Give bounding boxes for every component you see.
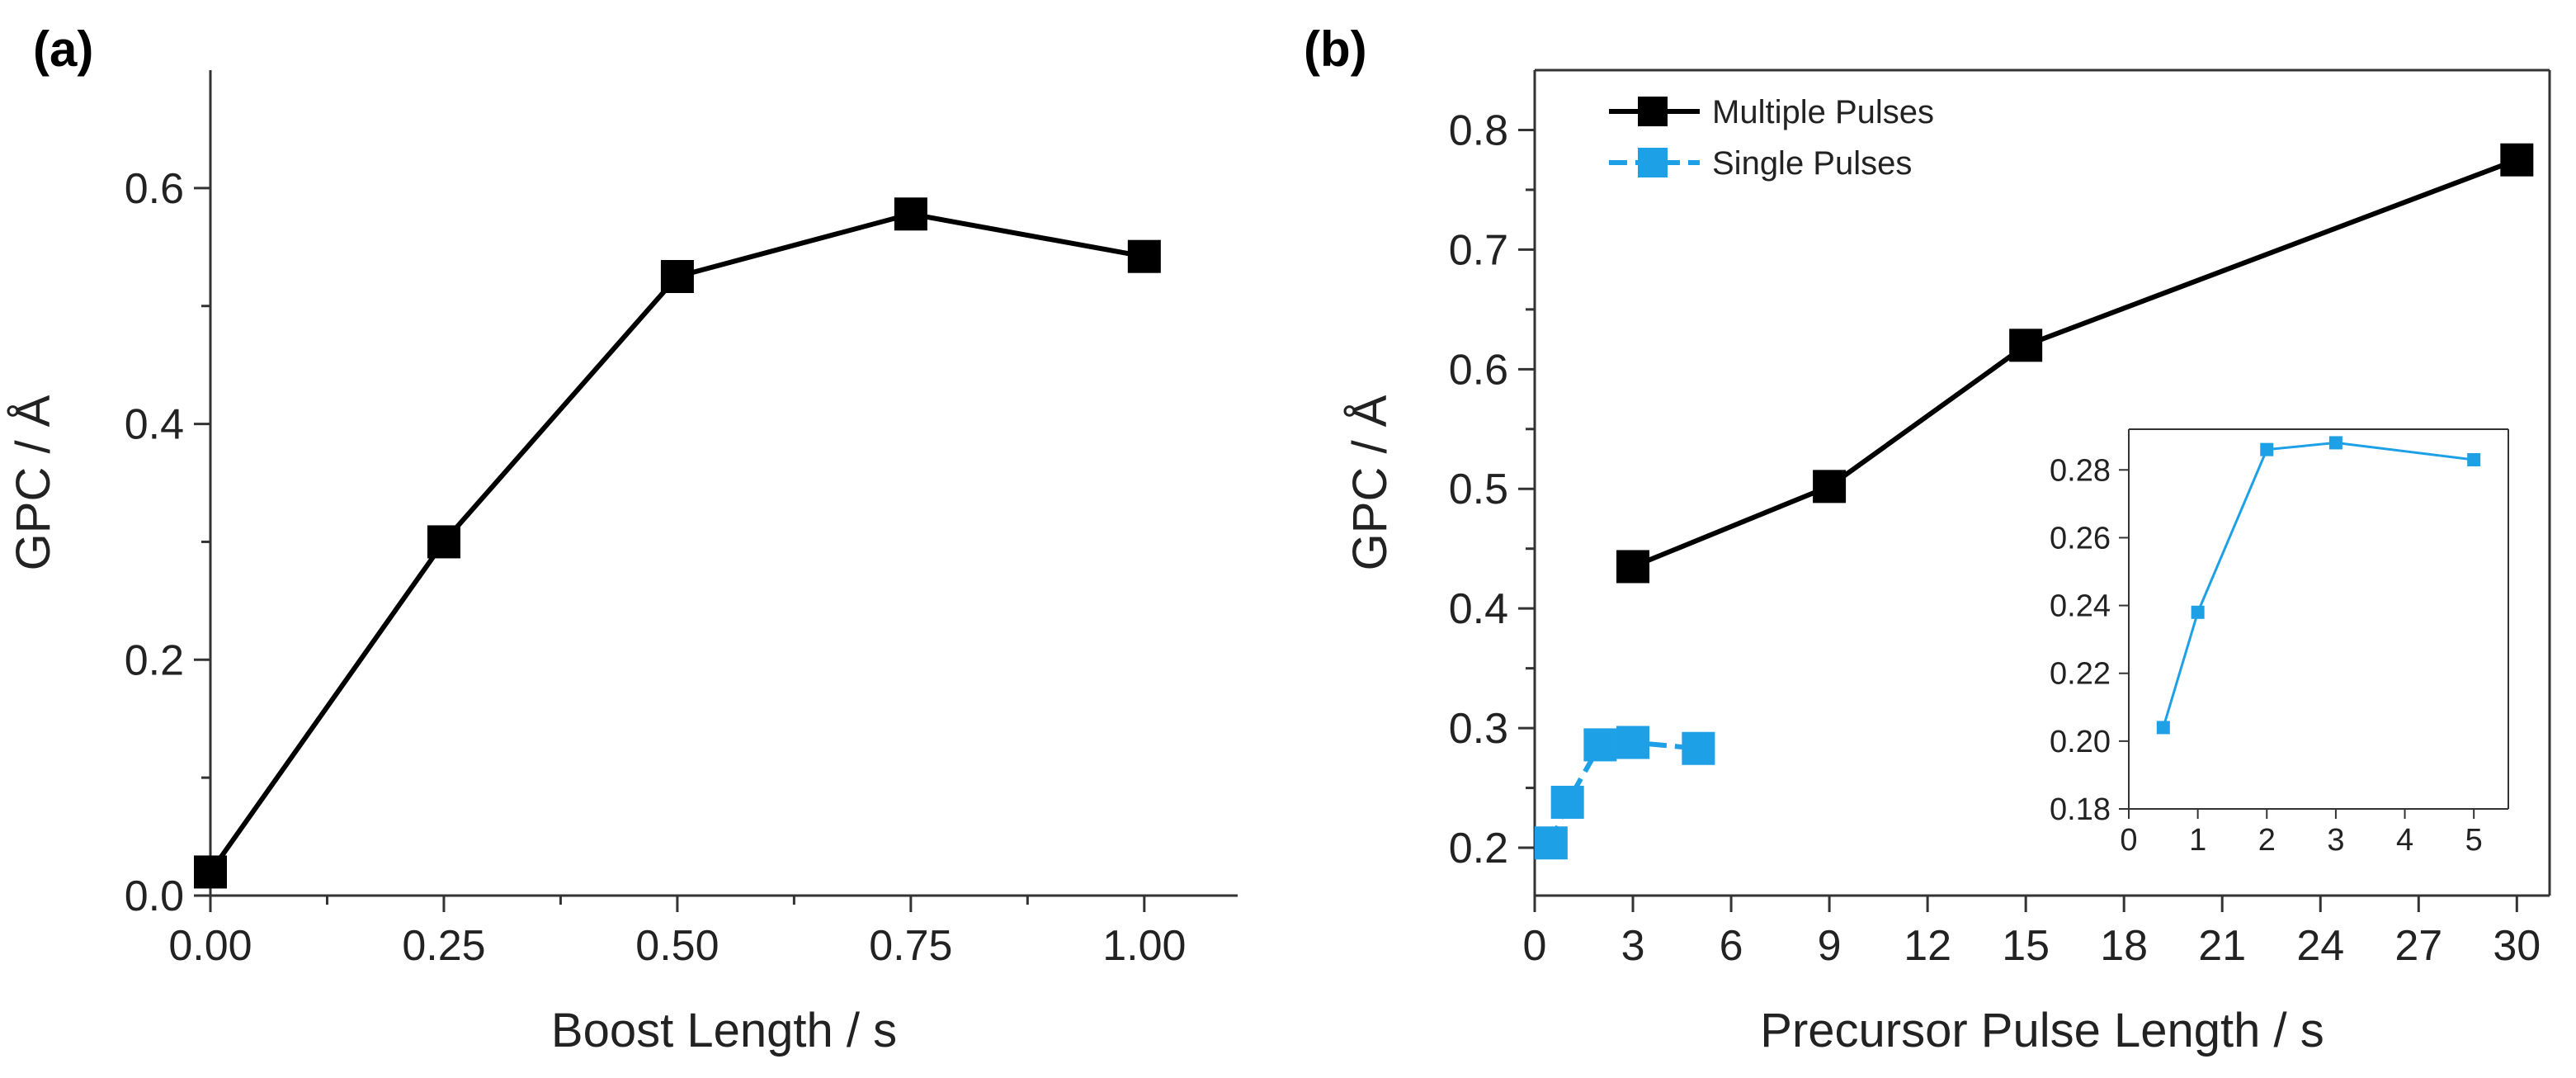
b-inset-series-1-point [2191,605,2205,619]
a-x-tick-label: 0.00 [168,922,252,970]
b-y-axis-title: GPC / Å [1343,395,1397,570]
b-x-axis-title: Precursor Pulse Length / s [1760,1004,2324,1057]
b-x-tick-label: 27 [2394,922,2442,970]
b-series-1-point [1616,550,1650,584]
a-series-1-point [1127,239,1161,273]
b-x-tick-label: 21 [2198,922,2246,970]
b-series-2-point [1534,826,1568,860]
b-inset-x-tick-label: 2 [2258,823,2276,858]
b-y-tick-label: 0.3 [1449,705,1508,753]
b-y-tick-label: 0.5 [1449,466,1508,513]
a-x-tick-label: 1.00 [1102,922,1186,970]
a-x-tick-label: 0.50 [635,922,719,970]
b-x-tick-label: 12 [1904,922,1951,970]
b-y-tick-label: 0.6 [1449,346,1508,394]
b-series-2-point [1616,726,1650,759]
b-inset-x-tick-label: 5 [2465,823,2483,858]
b-x-tick-label: 15 [2002,922,2050,970]
b-y-tick-label: 0.4 [1449,585,1508,633]
b-series-2-point [1550,785,1584,819]
b-inset-series-1-point [2260,442,2274,456]
b-inset-y-tick-label: 0.20 [2050,725,2111,759]
a-series-1-point [894,197,927,231]
a-x-axis-title: Boost Length / s [551,1004,897,1057]
b-y-tick-label: 0.2 [1449,825,1508,872]
a-y-tick-label: 0.0 [125,872,184,920]
b-y-tick-label: 0.8 [1449,106,1508,154]
a-x-tick-label: 0.25 [402,922,485,970]
legend-swatch-marker [1638,97,1668,126]
legend-label: Single Pulses [1712,145,1912,182]
chart-a: 0.00 0.25 0.50 0.75 1.00 0.0 0.2 0.4 0.6 Boost Le… [7,70,1238,1057]
b-x-tick-label: 30 [2493,922,2541,970]
b-x-tick-label: 6 [1720,922,1743,970]
b-inset-y-tick-label: 0.28 [2050,453,2111,488]
b-inset-y-tick-label: 0.24 [2050,589,2111,624]
b-inset-y-tick-label: 0.18 [2050,792,2111,827]
a-series-1-point [194,855,227,889]
b-inset-series-1-point [2328,436,2342,450]
b-series-2-point [1583,728,1617,762]
b-x-tick-label: 0 [1523,922,1547,970]
b-series-1-line [1631,157,2518,570]
b-x-tick-label: 18 [2100,922,2148,970]
b-series-2-point [1682,731,1715,765]
b-series-1-point [2009,329,2043,362]
a-y-tick-label: 0.6 [125,165,184,213]
b-x-tick-label: 24 [2296,922,2344,970]
b-inset-x-tick-label: 3 [2327,823,2344,858]
chart-b: 0 3 6 9 12 15 18 21 24 27 300.20.30.40.50.60.70.8P… [1343,69,2551,1057]
b-inset-y-tick-label: 0.22 [2050,657,2111,692]
legend-label: Multiple Pulses [1712,94,1934,130]
a-y-axis-title: GPC / Å [7,395,60,570]
panel-a-letter: (a) [33,21,93,77]
b-x-tick-label: 9 [1818,922,1842,970]
a-y-tick-label: 0.4 [125,401,184,449]
b-x-tick-label: 3 [1621,922,1645,970]
b-inset-series-1-point [2156,721,2170,735]
b-series-1-point [2500,143,2534,177]
b-y-tick-label: 0.7 [1449,226,1508,274]
a-series-1-point [427,525,460,559]
panel-b-letter: (b) [1304,21,1367,77]
b-inset-x-tick-label: 0 [2120,823,2137,858]
a-series-1-line [208,211,1145,874]
b-inset-x-tick-label: 4 [2396,823,2413,858]
b-inset-series-1-line [2162,441,2475,728]
a-y-tick-label: 0.2 [125,636,184,684]
b-inset-x-tick-label: 1 [2189,823,2206,858]
b-inset-y-tick-label: 0.26 [2050,521,2111,556]
legend-swatch-marker [1638,148,1668,177]
a-x-tick-label: 0.75 [869,922,952,970]
b-series-1-point [1813,470,1847,504]
a-series-1-point [660,260,694,293]
chart-b-inset: 0 1 2 3 4 5 0.18 0.20 0.22 0.24 0.26 0.28 [2050,428,2509,858]
b-inset-series-1-point [2467,452,2481,466]
